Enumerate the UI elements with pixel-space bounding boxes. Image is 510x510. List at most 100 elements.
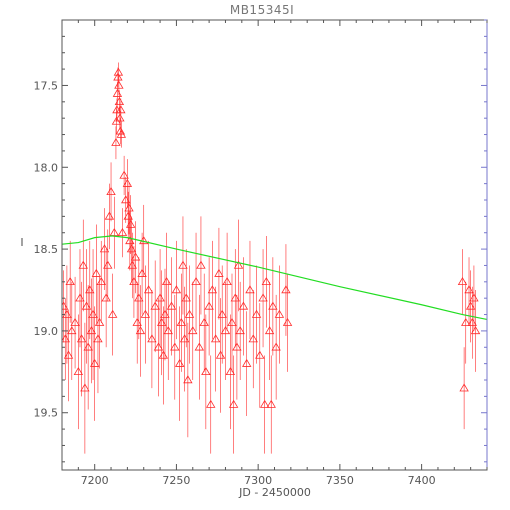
data-point xyxy=(107,309,118,318)
data-point xyxy=(122,178,133,187)
data-point xyxy=(245,285,255,294)
data-point xyxy=(268,301,278,310)
y-tick-label: 19.0 xyxy=(34,325,59,338)
data-point xyxy=(170,342,180,351)
data-point xyxy=(261,277,272,286)
data-point xyxy=(171,285,182,294)
data-point xyxy=(251,309,262,318)
data-point xyxy=(467,317,477,326)
data-point xyxy=(228,399,239,408)
data-point xyxy=(264,326,275,335)
data-point xyxy=(113,67,124,76)
y-tick-label: 17.5 xyxy=(34,79,59,92)
data-point xyxy=(181,293,191,302)
data-point xyxy=(93,334,103,343)
data-point xyxy=(153,342,164,351)
data-point xyxy=(65,277,75,286)
data-point xyxy=(215,350,226,359)
chart-title: MB15345I xyxy=(230,3,294,17)
data-point xyxy=(106,187,116,196)
data-point xyxy=(109,227,120,236)
data-point xyxy=(114,80,124,89)
data-point xyxy=(174,358,185,367)
data-point xyxy=(235,326,245,335)
data-point xyxy=(242,358,252,367)
y-axis-label: I xyxy=(20,236,23,249)
data-point xyxy=(75,293,85,302)
data-point xyxy=(188,326,198,335)
data-point xyxy=(99,244,110,253)
data-point xyxy=(147,334,157,343)
data-point xyxy=(63,350,74,359)
data-point xyxy=(255,350,265,359)
data-point xyxy=(62,301,69,310)
data-point xyxy=(114,97,125,106)
data-point xyxy=(115,113,125,122)
data-point xyxy=(115,126,126,135)
data-point xyxy=(225,367,236,376)
data-point xyxy=(130,252,141,261)
data-point xyxy=(464,285,474,294)
data-point xyxy=(101,293,111,302)
data-point xyxy=(469,293,479,302)
data-point xyxy=(135,326,146,335)
data-point xyxy=(140,309,151,318)
x-tick-label: 7400 xyxy=(408,474,436,487)
data-point xyxy=(206,399,216,408)
data-point xyxy=(113,72,123,81)
data-point xyxy=(282,317,293,326)
y-tick-label: 19.5 xyxy=(34,407,59,420)
data-point xyxy=(210,334,221,343)
data-point xyxy=(184,309,195,318)
data-point xyxy=(258,293,268,302)
data-point xyxy=(132,317,142,326)
data-point xyxy=(116,105,126,114)
data-point xyxy=(123,211,133,220)
data-point xyxy=(125,236,135,245)
data-point xyxy=(83,342,93,351)
x-tick-label: 7300 xyxy=(244,474,272,487)
data-point xyxy=(70,317,80,326)
data-point xyxy=(160,309,170,318)
data-point xyxy=(76,334,87,343)
data-point xyxy=(88,309,98,318)
data-point xyxy=(155,293,165,302)
data-point xyxy=(271,342,281,351)
data-point xyxy=(139,236,149,245)
y-tick-label: 18.5 xyxy=(34,243,59,256)
data-point xyxy=(157,317,167,326)
data-point xyxy=(125,219,136,228)
data-point xyxy=(89,358,100,367)
data-point xyxy=(161,277,172,286)
data-point xyxy=(281,285,291,294)
data-point xyxy=(103,260,113,269)
data-point xyxy=(86,326,97,335)
data-point xyxy=(207,285,218,294)
data-point xyxy=(178,260,188,269)
data-point xyxy=(78,260,88,269)
data-point xyxy=(238,301,249,310)
data-point xyxy=(248,334,258,343)
data-point xyxy=(461,317,471,326)
data-point xyxy=(233,260,244,269)
data-point xyxy=(176,317,187,326)
data-point xyxy=(274,309,285,318)
data-point xyxy=(196,260,206,269)
data-point xyxy=(470,326,481,335)
data-point xyxy=(119,170,129,179)
data-point xyxy=(166,301,177,310)
data-point xyxy=(199,317,209,326)
data-point xyxy=(214,268,224,277)
data-point xyxy=(73,367,84,376)
data-point xyxy=(81,301,92,310)
data-point xyxy=(232,342,242,351)
data-point xyxy=(62,309,72,318)
data-point xyxy=(124,203,134,212)
data-point xyxy=(85,285,95,294)
data-point xyxy=(217,309,227,318)
y-axis: 17.5 18.0 18.5 19.0 19.5 xyxy=(34,19,487,463)
data-point xyxy=(179,334,190,343)
data-point xyxy=(150,301,160,310)
data-point xyxy=(194,342,205,351)
data-point xyxy=(465,301,476,310)
